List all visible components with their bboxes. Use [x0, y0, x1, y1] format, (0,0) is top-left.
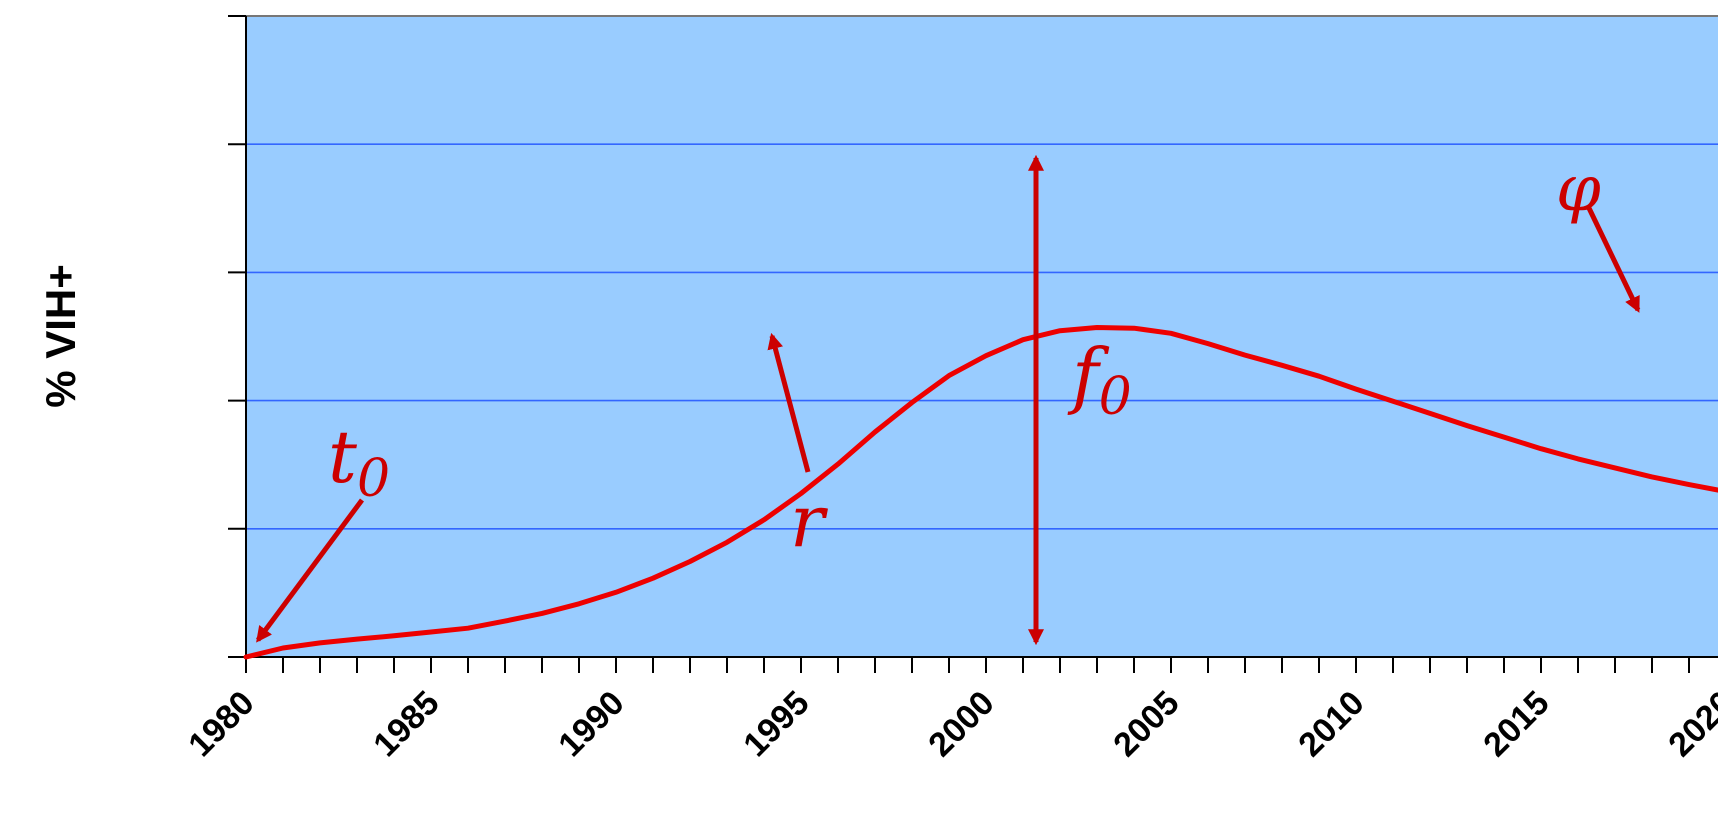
x-axis-ticks [245, 657, 1690, 673]
y-axis-ticks [228, 15, 246, 658]
plot-area [246, 16, 1718, 657]
t0-annotation: t0 [328, 415, 390, 509]
y-axis-label: % VIH+ [37, 264, 84, 408]
x-tick-label: 1980 [181, 684, 261, 764]
r-arrow [767, 332, 811, 473]
phi-arrow [1585, 204, 1641, 313]
x-tick-labels: 1980 1985 1990 1995 2000 2005 2010 2015 2020 [181, 684, 1718, 764]
x-tick-label: 2020 [1661, 684, 1718, 764]
x-tick-label: 1990 [551, 684, 631, 764]
x-tick-label: 2010 [1291, 684, 1371, 764]
t0-arrow [255, 498, 365, 643]
x-tick-label: 1985 [366, 684, 446, 764]
x-tick-label: 2005 [1106, 684, 1186, 764]
x-tick-label: 1995 [736, 684, 816, 764]
x-tick-label: 2000 [921, 684, 1001, 764]
r-annotation: r [790, 479, 828, 563]
data-line [243, 325, 1718, 660]
phi-annotation: φ [1556, 152, 1601, 226]
gridlines [246, 143, 1718, 530]
x-tick-label: 2015 [1476, 684, 1556, 764]
